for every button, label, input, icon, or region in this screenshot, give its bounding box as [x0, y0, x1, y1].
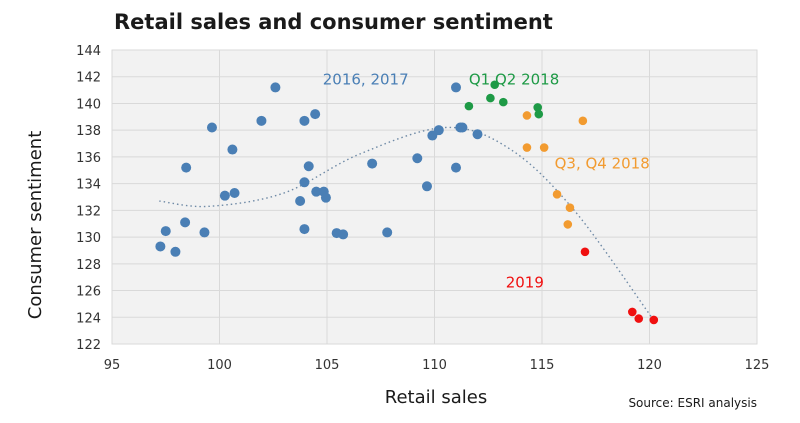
data-point [552, 190, 562, 199]
x-tick-label: 120 [637, 358, 662, 373]
data-point [472, 129, 483, 140]
data-point [320, 192, 331, 203]
data-point [457, 122, 468, 133]
series-2019 [580, 247, 659, 325]
data-point [565, 203, 575, 212]
data-point [412, 153, 423, 164]
data-point [181, 162, 192, 173]
x-tick-label: 115 [530, 358, 555, 373]
y-tick-label: 132 [76, 204, 101, 219]
data-point [295, 196, 306, 207]
trendline [159, 126, 653, 318]
data-point [160, 226, 171, 237]
x-tick-label: 105 [315, 358, 340, 373]
x-tick-label: 100 [207, 358, 232, 373]
data-point [649, 315, 659, 325]
data-point [338, 229, 349, 240]
series-label: Q3, Q4 2018 [555, 155, 650, 173]
data-point [227, 144, 238, 155]
data-points [155, 80, 659, 325]
data-point [303, 161, 314, 172]
y-axis-ticks: 122 124 126 128 130 132 134 136 138 140 142 144 [76, 44, 101, 353]
data-point [580, 247, 590, 257]
y-tick-label: 144 [76, 44, 101, 59]
data-point [219, 190, 230, 201]
series-label: Q1,Q2 2018 [469, 70, 559, 88]
series-q1-q2-2018 [464, 80, 544, 119]
data-point [229, 187, 240, 198]
data-point [628, 307, 637, 317]
data-point [256, 115, 267, 126]
y-tick-label: 138 [76, 124, 101, 139]
data-point [270, 82, 281, 93]
data-point [522, 111, 532, 120]
y-axis-label: Consumer sentiment [25, 131, 46, 320]
x-tick-label: 95 [104, 358, 121, 373]
data-point [433, 125, 444, 136]
data-point [533, 103, 542, 112]
x-tick-label: 110 [422, 358, 447, 373]
data-point [180, 217, 191, 228]
data-point [486, 93, 495, 103]
y-tick-label: 124 [76, 311, 101, 326]
data-point [539, 143, 549, 152]
data-point [451, 82, 461, 93]
data-point [299, 224, 310, 235]
data-point [534, 109, 544, 119]
y-tick-label: 128 [76, 258, 101, 273]
chart-title: Retail sales and consumer sentiment [114, 10, 553, 34]
data-point [311, 186, 322, 197]
gridlines [112, 50, 757, 344]
data-point [299, 115, 310, 126]
data-point [155, 241, 166, 252]
x-tick-label: 125 [745, 358, 770, 373]
data-point [170, 246, 181, 257]
data-point [299, 177, 310, 188]
data-point [199, 227, 210, 238]
data-point [563, 220, 573, 229]
x-axis-ticks: 95 100 105 110 115 120 125 [104, 358, 770, 373]
y-tick-label: 142 [76, 71, 101, 86]
y-tick-label: 136 [76, 151, 101, 166]
data-point [367, 158, 378, 169]
data-point [310, 109, 321, 120]
y-tick-label: 134 [76, 178, 101, 193]
data-point [522, 143, 532, 152]
y-tick-label: 122 [76, 338, 101, 353]
data-point [206, 122, 217, 133]
y-tick-label: 140 [76, 97, 101, 112]
data-point [382, 227, 393, 238]
data-point [451, 162, 461, 173]
x-axis-label: Retail sales [385, 387, 487, 408]
series-annotations: 2016, 2017 Q1,Q2 2018 Q3, Q4 2018 2019 [323, 70, 650, 291]
y-tick-label: 130 [76, 231, 101, 246]
series-label: 2019 [506, 274, 544, 292]
series-2016-2017 [155, 82, 483, 257]
data-point [499, 97, 508, 107]
series-label: 2016, 2017 [323, 70, 409, 88]
source-note: Source: ESRI analysis [628, 396, 757, 410]
data-point [421, 181, 432, 192]
series-q3-q4-2018 [522, 111, 588, 229]
data-point [578, 116, 588, 126]
data-point [634, 314, 644, 323]
data-point [464, 101, 474, 111]
y-tick-label: 126 [76, 285, 101, 300]
data-point [490, 80, 500, 90]
